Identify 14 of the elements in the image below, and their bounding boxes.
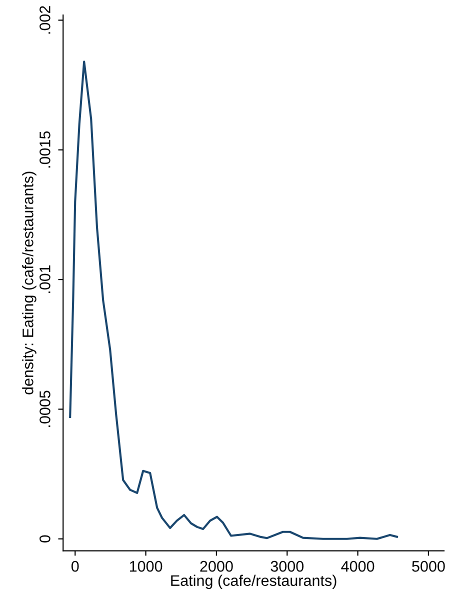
line-series bbox=[69, 60, 398, 540]
x-tick-label: 5000 bbox=[412, 560, 445, 572]
x-tick-label: 2000 bbox=[200, 560, 233, 572]
y-tick-label: .0015 bbox=[40, 131, 50, 168]
x-tick-label: 3000 bbox=[270, 560, 304, 572]
y-axis-title: density: Eating (cafe/restaurants) bbox=[22, 172, 36, 394]
x-tick-label: 0 bbox=[71, 560, 79, 572]
y-tick-label: .0005 bbox=[40, 390, 50, 427]
y-tick-label: .002 bbox=[40, 6, 50, 34]
x-tick-label: 4000 bbox=[341, 560, 374, 572]
x-axis-title: Eating (cafe/restaurants) bbox=[171, 574, 336, 590]
x-tick-label: 1000 bbox=[130, 560, 162, 572]
y-tick-label: .001 bbox=[40, 265, 50, 293]
y-tick-label: 0 bbox=[40, 535, 50, 543]
